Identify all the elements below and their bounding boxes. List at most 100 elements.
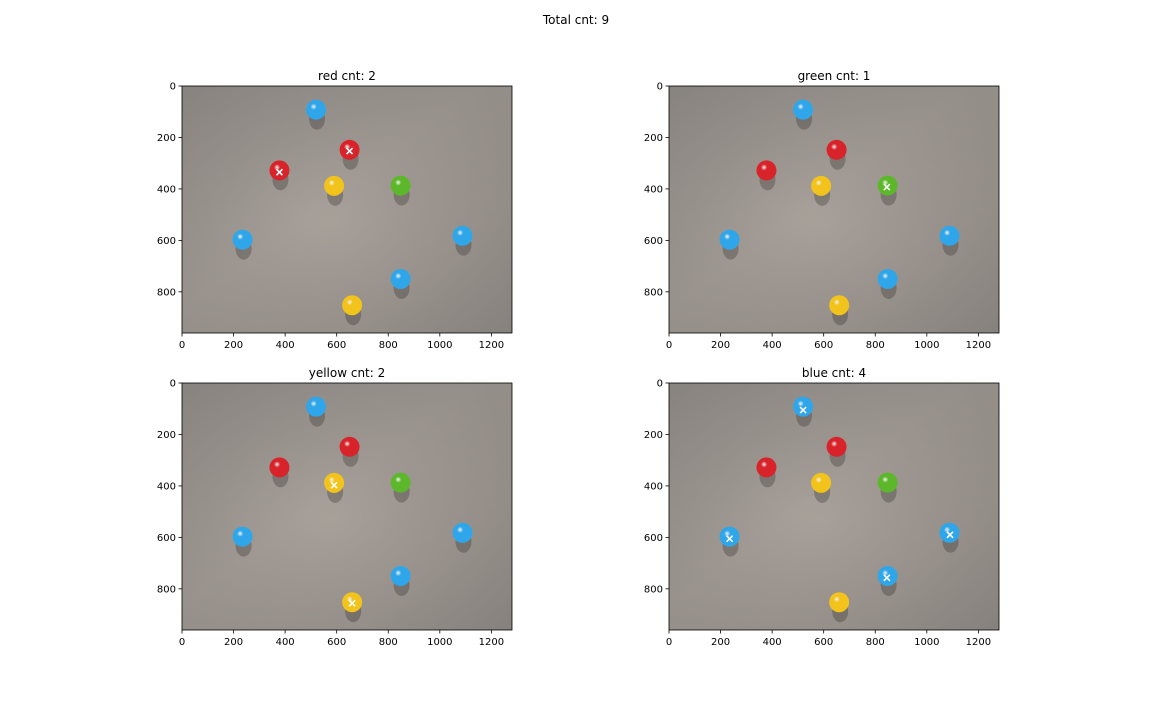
candy-green [390,472,411,493]
x-tick-label: 600 [327,340,346,351]
candy-red [269,160,290,181]
candy-yellow [324,472,345,493]
x-tick-label: 1000 [914,340,939,351]
x-tick-label: 1200 [966,637,991,648]
candy-blue [452,225,473,246]
subplot-1: red cnt: 2 0 200 400 600 800 1000 1200 0 200 400 60… [157,69,513,351]
photo-background [669,383,999,630]
y-tick-label: 200 [157,430,176,441]
x-tick-label: 400 [276,340,295,351]
y-tick-label: 200 [644,430,663,441]
y-tick-label: 600 [157,533,176,544]
x-tick-label: 0 [179,637,185,648]
y-tick-label: 200 [644,133,663,144]
candy-blue [232,526,253,547]
x-tick-label: 200 [711,637,730,648]
y-tick-label: 600 [644,236,663,247]
photo-background [669,86,999,333]
detection-marker [346,147,354,155]
candy-green [877,472,898,493]
candy-blue [719,229,740,250]
candy-yellow [829,592,850,613]
subplot-4: blue cnt: 4 0 200 400 600 800 1000 1200 0 200 400 6… [644,366,1000,648]
candy-yellow [324,175,345,196]
x-tick-label: 0 [666,340,672,351]
candy-blue [793,99,814,120]
y-tick-label: 400 [644,481,663,492]
candy-blue [939,225,960,246]
detection-marker [946,531,954,539]
axes-frame [181,85,513,334]
axes-frame [668,85,1000,334]
x-tick-label: 600 [814,340,833,351]
detection-marker [275,168,284,176]
detection-marker [883,183,891,191]
subplot-title: red cnt: 2 [318,69,376,83]
x-tick-label: 200 [224,340,243,351]
subplot-grid: red cnt: 2 0 200 400 600 800 1000 1200 0 200 400 60… [157,69,1000,648]
candy-yellow [811,472,832,493]
candy-yellow [811,175,832,196]
x-tick-label: 0 [179,340,185,351]
y-tick-label: 600 [644,533,663,544]
candy-blue [390,565,411,586]
candy-blue [232,229,253,250]
y-tick-label: 0 [657,379,663,390]
candy-red [756,160,777,181]
detection-marker [330,481,338,489]
x-tick-label: 800 [379,340,398,351]
candy-blue [719,526,740,547]
y-tick-label: 0 [657,82,663,93]
x-tick-label: 1000 [914,637,939,648]
candy-red [269,457,290,478]
x-tick-label: 200 [711,340,730,351]
x-tick-label: 1000 [427,340,452,351]
detection-marker [799,406,807,414]
x-tick-label: 1200 [479,340,504,351]
y-tick-label: 800 [644,584,663,595]
subplot-2: green cnt: 1 0 200 400 600 800 1000 1200 0 200 400… [644,69,1000,351]
x-tick-label: 1200 [479,637,504,648]
candy-red [756,457,777,478]
y-tick-label: 800 [644,287,663,298]
y-tick-label: 800 [157,287,176,298]
subplot-title: blue cnt: 4 [802,366,866,380]
candy-yellow [829,295,850,316]
y-tick-label: 800 [157,584,176,595]
y-tick-label: 400 [157,184,176,195]
axes-frame [668,382,1000,631]
x-tick-label: 200 [224,637,243,648]
y-tick-label: 400 [157,481,176,492]
x-tick-label: 1200 [966,340,991,351]
candy-blue [306,99,327,120]
photo-background [182,383,512,630]
candy-blue [452,522,473,543]
candy-red [339,436,360,457]
figure-suptitle: Total cnt: 9 [542,13,609,27]
candy-green [390,175,411,196]
x-tick-label: 400 [763,340,782,351]
y-tick-label: 0 [170,82,176,93]
detection-marker [348,599,356,607]
y-tick-label: 200 [157,133,176,144]
candy-blue [390,268,411,289]
detection-marker [883,574,891,582]
subplot-title: yellow cnt: 2 [309,366,386,380]
x-tick-label: 400 [276,637,295,648]
candy-yellow [342,295,363,316]
x-tick-label: 400 [763,637,782,648]
axes-frame [181,382,513,631]
x-tick-label: 800 [866,340,885,351]
x-tick-label: 600 [814,637,833,648]
y-tick-label: 0 [170,379,176,390]
candy-blue [877,268,898,289]
photo-background [182,86,512,333]
subplot-3: yellow cnt: 2 0 200 400 600 800 1000 1200 0 200 40… [157,366,513,648]
x-tick-label: 800 [379,637,398,648]
candy-red [339,139,360,160]
subplot-title: green cnt: 1 [798,69,871,83]
y-tick-label: 600 [157,236,176,247]
candy-blue [939,522,960,543]
detection-marker [726,535,734,543]
